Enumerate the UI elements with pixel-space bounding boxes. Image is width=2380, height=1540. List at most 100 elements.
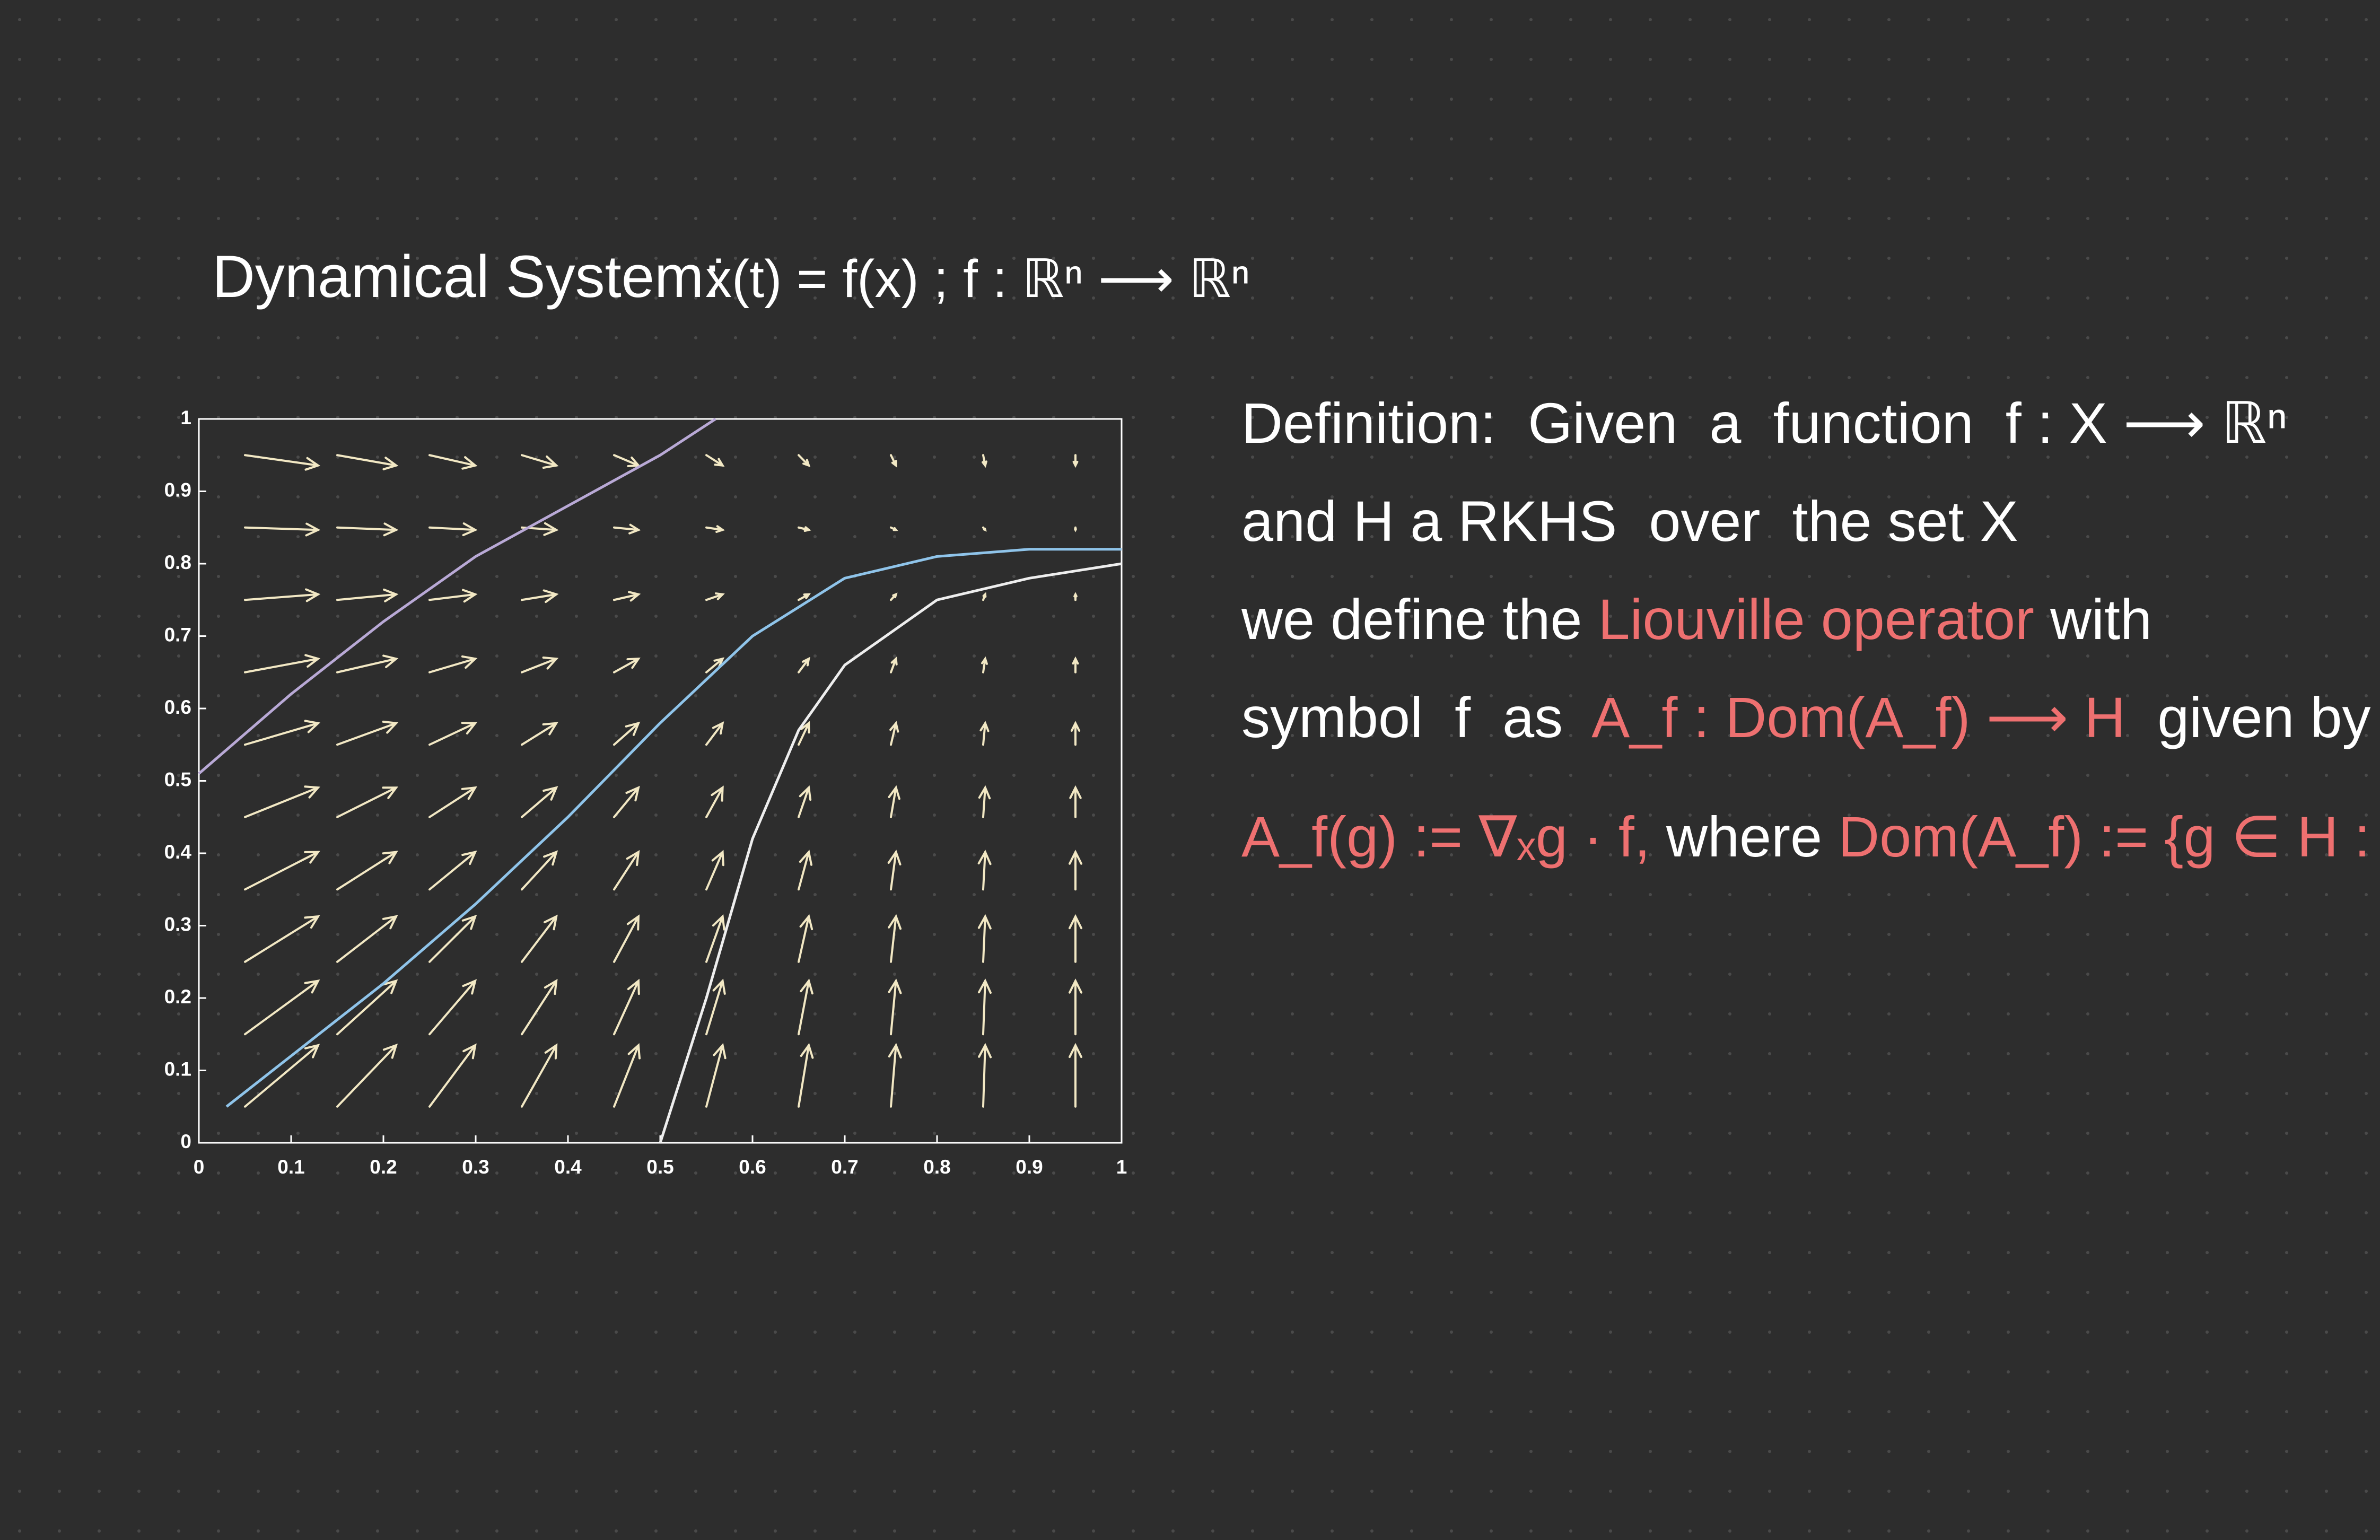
text-segment: and H a RKHS over the set X [1241,489,2018,553]
text-segment: Liouville operator [1598,587,2034,651]
vector-arrow [888,1043,902,1108]
vector-arrow [1072,454,1079,468]
vector-arrow [613,658,641,673]
text-segment: Definition: Given a function f : X ⟶ ℝⁿ [1241,391,2288,455]
y-tick-label: 0.9 [164,479,191,501]
vector-arrow [977,850,992,891]
vector-arrow [521,1043,558,1108]
vector-arrow [521,589,559,603]
vector-arrow [1073,592,1078,601]
vector-arrow [336,720,399,746]
definition: Definition: Given a function f : X ⟶ ℝⁿ a… [1241,391,2380,869]
vector-arrow [428,454,478,470]
vector-arrow [977,914,992,963]
text-segment: we define the [1241,587,1598,651]
x-tick-label: 0.7 [831,1156,858,1178]
vector-arrow [521,978,558,1036]
x-tick-label: 0.8 [923,1156,950,1178]
definition-line: we define the Liouville operator with [1241,587,2152,651]
y-tick-label: 0.1 [164,1058,191,1080]
equation: ẋ(t) = f(x) ; f : ℝⁿ ⟶ ℝⁿ [705,249,1250,309]
vector-arrow [613,454,641,467]
vector-arrow [890,526,898,531]
x-tick-label: 0.1 [277,1156,304,1178]
vector-arrow [613,523,641,535]
vector-arrow [613,1043,641,1108]
x-tick-label: 0 [194,1156,205,1178]
vector-arrow [613,721,641,746]
vector-arrow [982,526,987,532]
vector-arrow [428,722,478,746]
vector-arrow [798,850,812,891]
vector-arrow [613,914,640,963]
vector-arrow [336,915,398,963]
vector-arrow [705,657,725,673]
vector-arrow [244,522,321,537]
vector-arrow [613,785,640,818]
vector-arrow [428,655,478,673]
y-tick-label: 0.2 [164,986,191,1008]
vector-arrow [705,978,726,1036]
x-tick-label: 0.9 [1016,1156,1043,1178]
text-segment: A_f(g) := ∇ₓg · f, [1241,804,1650,869]
vector-arrow [705,1043,727,1108]
vector-arrow [798,593,811,601]
definition-line: Definition: Given a function f : X ⟶ ℝⁿ [1241,391,2288,455]
x-tick-label: 0.6 [739,1156,766,1178]
vector-arrow [705,592,725,601]
vector-arrow [705,721,724,746]
vector-arrow [798,454,811,467]
vector-arrow [336,851,398,891]
vector-arrow [613,978,640,1036]
vector-arrow [336,588,399,602]
vector-arrow [798,526,811,532]
vector-arrow [1069,1043,1082,1108]
definition-line: A_f(g) := ∇ₓg · f, where Dom(A_f) := {g … [1241,804,2380,869]
vector-arrow [244,1044,320,1108]
vector-arrow [521,786,558,818]
vector-arrow [705,454,725,467]
vector-arrow [798,657,810,673]
vector-arrow [1070,721,1081,746]
vector-arrow [244,785,320,818]
text-segment: given by [2125,685,2370,749]
vector-arrow [244,588,321,602]
vector-arrow [798,721,810,746]
vector-arrow [428,979,477,1036]
vector-arrow [336,1043,398,1108]
vector-arrow [1069,978,1082,1036]
vector-arrow [978,1043,992,1108]
vector-arrow [798,914,813,963]
vector-arrow [889,721,899,746]
vector-arrow [336,786,399,818]
vector-arrow [888,785,900,818]
x-tick-label: 0.4 [554,1156,582,1178]
chart: 0 0.1 0.2 0.3 0.4 0.5 0.6 0.7 0.8 0.9 1 0 0.1 0.2 0.3 0… [164,407,1127,1178]
vector-arrow [888,978,902,1036]
vector-arrow [1074,526,1077,532]
x-tick-label: 0.5 [646,1156,673,1178]
vector-arrow [979,721,990,746]
vector-arrow [336,454,399,470]
y-tick-label: 0.5 [164,768,191,790]
vector-arrow [982,592,987,601]
x-tick-label: 0.2 [370,1156,397,1178]
vector-arrow [613,591,641,602]
text-segment: A_f : Dom(A_f) ⟶ H [1591,685,2125,749]
vector-arrow [887,850,902,891]
vector-arrow [521,850,558,891]
y-tick-label: 0 [180,1131,191,1152]
vector-arrow [428,915,477,963]
vector-arrow [244,979,320,1036]
vector-arrow [1069,785,1082,818]
vector-arrow [428,1043,477,1108]
vector-arrow [890,592,898,601]
trajectory-line [198,417,716,775]
y-tick-label: 0.7 [164,624,191,645]
vector-arrow [981,656,988,673]
trajectory-line [225,548,1122,1108]
vector-arrow [336,979,398,1036]
vector-arrow [978,785,991,818]
